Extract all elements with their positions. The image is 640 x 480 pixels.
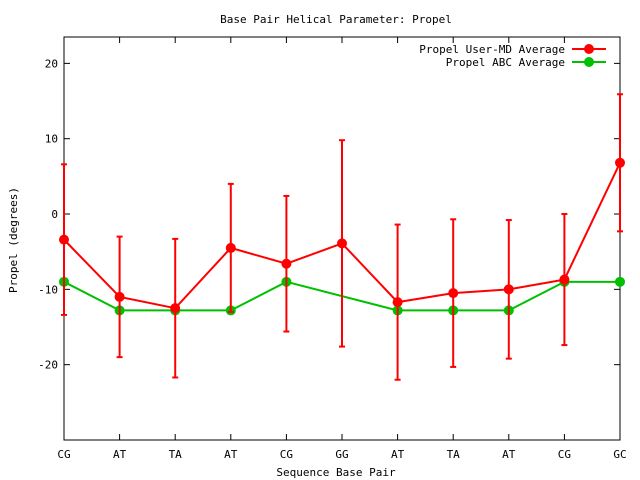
data-point [503, 284, 514, 295]
y-tick-label: 10 [45, 133, 58, 146]
data-point [392, 297, 403, 308]
data-point [170, 303, 181, 314]
x-tick-label: AT [224, 448, 238, 461]
data-point [559, 274, 570, 285]
x-axis: CG AT TA AT CG GG AT TA AT CG GC [57, 37, 627, 461]
x-tick-label: AT [502, 448, 516, 461]
x-axis-label: Sequence Base Pair [276, 466, 396, 479]
y-axis: 20 10 0 -10 -20 [38, 57, 620, 372]
y-tick-label: 0 [51, 208, 58, 221]
series-layer [59, 93, 625, 381]
chart-title: Base Pair Helical Parameter: Propel [220, 13, 452, 26]
x-tick-label: GC [613, 448, 626, 461]
data-point [281, 258, 292, 269]
legend-marker [584, 57, 594, 67]
x-tick-label: CG [57, 448, 70, 461]
data-point [337, 238, 347, 249]
data-point [59, 234, 69, 245]
x-tick-label: GG [335, 448, 348, 461]
x-tick-label: TA [169, 448, 183, 461]
x-tick-label: CG [280, 448, 293, 461]
y-axis-label: Propel (degrees) [7, 187, 20, 293]
legend-label: Propel ABC Average [446, 56, 565, 69]
y-tick-label: 20 [45, 57, 58, 70]
legend-marker [584, 44, 594, 54]
data-point [114, 291, 125, 302]
data-point [615, 157, 625, 168]
data-point [448, 288, 459, 299]
legend-label: Propel User-MD Average [419, 43, 565, 56]
y-tick-label: -20 [38, 359, 58, 372]
x-tick-label: TA [447, 448, 461, 461]
y-tick-label: -10 [38, 283, 58, 296]
x-tick-label: CG [558, 448, 571, 461]
x-tick-label: AT [113, 448, 127, 461]
data-point [615, 276, 625, 287]
series-user-md [59, 93, 625, 381]
data-point [225, 242, 236, 253]
x-tick-label: AT [391, 448, 405, 461]
